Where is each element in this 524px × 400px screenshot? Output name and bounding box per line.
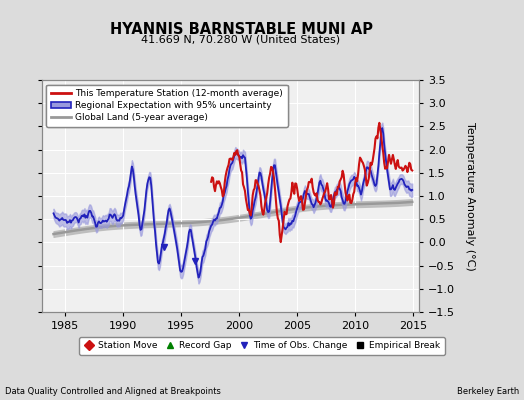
Legend: Station Move, Record Gap, Time of Obs. Change, Empirical Break: Station Move, Record Gap, Time of Obs. C… (79, 337, 445, 355)
Text: HYANNIS BARNSTABLE MUNI AP: HYANNIS BARNSTABLE MUNI AP (110, 22, 373, 37)
Y-axis label: Temperature Anomaly (°C): Temperature Anomaly (°C) (465, 122, 475, 270)
Legend: This Temperature Station (12-month average), Regional Expectation with 95% uncer: This Temperature Station (12-month avera… (47, 84, 288, 127)
Text: 41.669 N, 70.280 W (United States): 41.669 N, 70.280 W (United States) (141, 34, 341, 44)
Text: Data Quality Controlled and Aligned at Breakpoints: Data Quality Controlled and Aligned at B… (5, 387, 221, 396)
Text: Berkeley Earth: Berkeley Earth (456, 387, 519, 396)
